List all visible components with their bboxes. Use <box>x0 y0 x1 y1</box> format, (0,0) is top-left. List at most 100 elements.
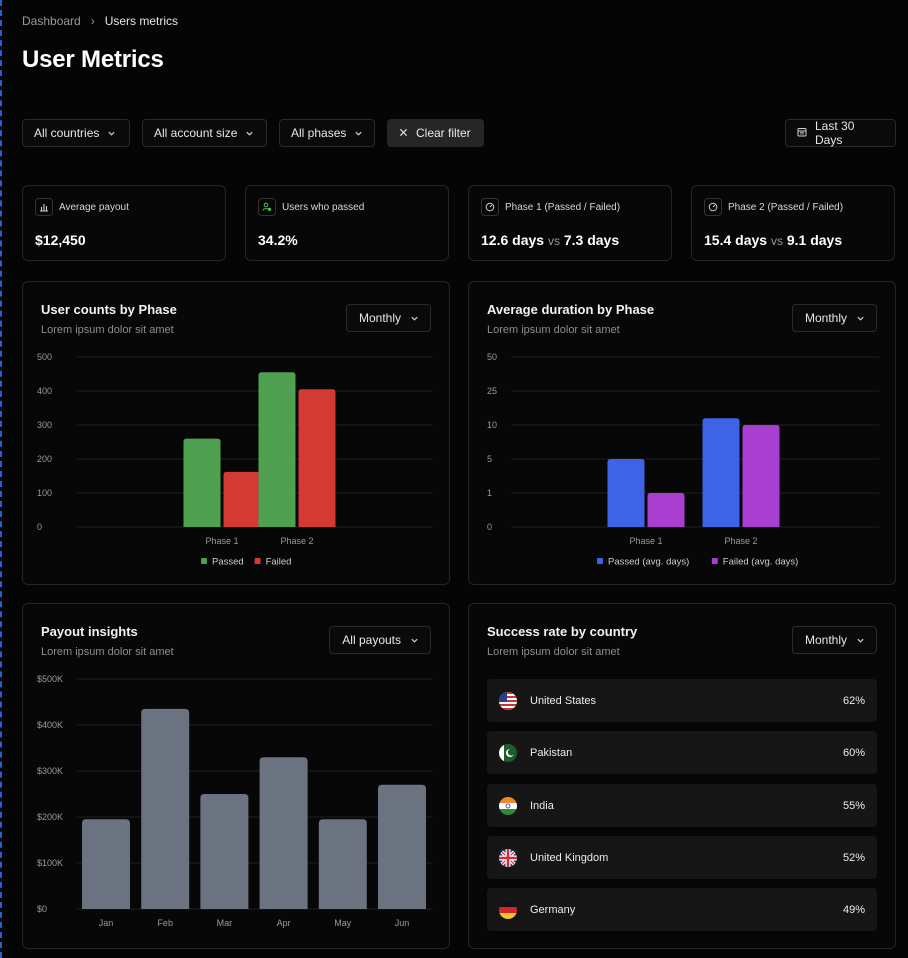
phase-1-passed-days: 12.6 days <box>481 232 545 248</box>
phase-2-passed-days: 15.4 days <box>704 232 768 248</box>
bar-mar <box>200 794 249 909</box>
y-tick-label: $500K <box>37 674 63 684</box>
countries-filter-dropdown[interactable]: All countries <box>22 119 130 147</box>
legend-label: Passed (avg. days) <box>608 557 689 568</box>
payout-select-label: All payouts <box>342 633 401 647</box>
x-tick-label: Mar <box>217 918 233 928</box>
user-counts-chart: 500 400 300 200 100 0 Phase 1 Phase 2 Passed Fail… <box>37 352 433 568</box>
y-tick-label: 100 <box>37 488 52 498</box>
panel-title: Success rate by country <box>487 624 638 639</box>
country-name: Germany <box>530 903 576 916</box>
date-range-button[interactable]: Last 30 Days <box>785 119 896 147</box>
bar-passed-phase-2 <box>258 372 296 527</box>
vs-label: vs <box>547 234 560 248</box>
bar-failed-phase-1 <box>223 471 261 527</box>
phase-2-failed-days: 9.1 days <box>786 232 843 248</box>
x-tick-label: May <box>334 918 352 928</box>
stat-label: Phase 2 (Passed / Failed) <box>728 201 844 213</box>
stat-card-average-payout: Average payout $12,450 <box>22 185 226 261</box>
y-tick-label: 5 <box>487 454 492 464</box>
calendar-icon <box>797 126 807 140</box>
countries-filter-label: All countries <box>34 126 100 140</box>
bar-passed-avg-days--phase-1 <box>607 459 645 527</box>
legend-swatch <box>711 558 718 564</box>
bar-failed-phase-2 <box>298 389 336 527</box>
stat-value: $12,450 <box>35 232 86 248</box>
uk-flag-icon <box>499 848 517 867</box>
y-tick-label: 1 <box>487 488 492 498</box>
country-row-pakistan[interactable]: Pakistan 60% <box>487 731 877 774</box>
y-tick-label: 0 <box>37 522 42 532</box>
bar-apr <box>259 757 308 909</box>
account-size-filter-dropdown[interactable]: All account size <box>142 119 267 147</box>
phases-filter-dropdown[interactable]: All phases <box>279 119 375 147</box>
period-select[interactable]: Monthly <box>791 626 877 654</box>
payout-select[interactable]: All payouts <box>329 626 431 654</box>
bar-feb <box>141 708 190 909</box>
phase-1-failed-days: 7.3 days <box>563 232 620 248</box>
country-success-rate: 52% <box>842 851 865 864</box>
stat-card-phase-1: Phase 1 (Passed / Failed) 12.6 days vs 7… <box>468 185 672 261</box>
us-flag-icon <box>499 691 517 710</box>
stat-value: 12.6 days vs 7.3 days <box>481 232 619 248</box>
chevron-down-icon <box>410 314 418 322</box>
country-row-united-states[interactable]: United States 62% <box>487 679 877 722</box>
y-tick-label: 200 <box>37 454 52 464</box>
stat-card-phase-2: Phase 2 (Passed / Failed) 15.4 days vs 9… <box>691 185 895 261</box>
account-size-filter-label: All account size <box>154 126 238 140</box>
chevron-down-icon <box>245 129 253 137</box>
clear-filter-label: Clear filter <box>416 126 471 140</box>
phases-filter-label: All phases <box>291 126 347 140</box>
stat-value: 15.4 days vs 9.1 days <box>704 232 842 248</box>
panel-title: User counts by Phase <box>41 302 177 317</box>
success-rate-panel: Success rate by country Lorem ipsum dolo… <box>468 603 896 949</box>
bar-jan <box>82 819 130 909</box>
period-select-label: Monthly <box>804 311 847 325</box>
page-title: User Metrics <box>22 46 164 73</box>
country-row-india[interactable]: India 55% <box>487 784 877 827</box>
x-tick-label: Jun <box>395 918 410 928</box>
panel-subtitle: Lorem ipsum dolor sit amet <box>487 324 620 336</box>
y-tick-label: 400 <box>37 386 52 396</box>
y-tick-label: $300K <box>37 766 63 776</box>
country-row-united-kingdom[interactable]: United Kingdom 52% <box>487 836 877 879</box>
speedometer-icon <box>704 198 722 216</box>
chevron-down-icon <box>856 636 864 644</box>
y-tick-label: $400K <box>37 720 63 730</box>
x-tick-label: Phase 1 <box>629 536 662 546</box>
legend-swatch <box>597 558 603 564</box>
country-row-germany[interactable]: Germany 49% <box>487 888 877 931</box>
period-select[interactable]: Monthly <box>791 304 877 332</box>
panel-title: Average duration by Phase <box>487 302 655 317</box>
country-success-rate: 49% <box>842 903 865 916</box>
x-tick-label: Phase 1 <box>205 536 238 546</box>
breadcrumb-dashboard-link[interactable]: Dashboard <box>22 14 81 28</box>
period-select[interactable]: Monthly <box>345 304 431 332</box>
country-success-rate: 62% <box>842 694 865 707</box>
country-name: India <box>530 799 554 812</box>
y-tick-label: 0 <box>487 522 492 532</box>
bar-failed-avg-days--phase-2 <box>742 425 780 527</box>
stat-label: Average payout <box>59 201 129 213</box>
user-check-icon <box>258 198 276 216</box>
breadcrumb-current: Users metrics <box>104 14 179 28</box>
breadcrumb-separator-icon: › <box>90 14 95 28</box>
x-tick-label: Phase 2 <box>724 536 757 546</box>
bar-passed-phase-1 <box>183 438 221 527</box>
y-tick-label: 500 <box>37 352 52 362</box>
pk-flag-icon <box>499 743 517 762</box>
legend-label: Failed (avg. days) <box>723 557 799 568</box>
legend-swatch <box>254 558 261 564</box>
vs-label: vs <box>770 234 783 248</box>
clear-filter-button[interactable]: Clear filter <box>387 119 484 147</box>
chevron-down-icon <box>410 636 418 644</box>
stat-label: Phase 1 (Passed / Failed) <box>505 201 621 213</box>
country-name: United Kingdom <box>530 851 609 864</box>
breadcrumb: Dashboard › Users metrics <box>22 14 178 28</box>
avg-duration-panel: Average duration by Phase Lorem ipsum do… <box>468 281 896 585</box>
chevron-down-icon <box>354 129 362 137</box>
stat-card-users-passed: Users who passed 34.2% <box>245 185 449 261</box>
stat-value: 34.2% <box>258 232 298 248</box>
legend-swatch <box>201 558 207 564</box>
